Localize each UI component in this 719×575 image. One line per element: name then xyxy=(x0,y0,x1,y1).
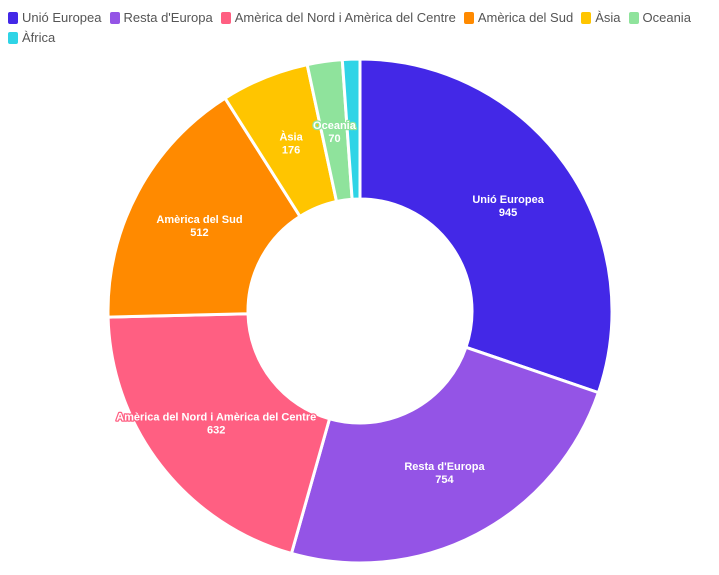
legend-item-america-del-nord-i-america-del-centre[interactable]: Amèrica del Nord i Amèrica del Centre xyxy=(220,10,456,26)
legend-label: Oceania xyxy=(642,10,691,25)
legend-label: Àfrica xyxy=(22,30,56,45)
slice-africa[interactable] xyxy=(340,57,362,201)
legend-swatch xyxy=(581,12,592,24)
legend-swatch xyxy=(8,12,18,24)
legend-item-asia[interactable]: Àsia xyxy=(581,10,621,26)
slice-america-del-nord-i-america-del-centre[interactable] xyxy=(106,312,332,555)
slices-group xyxy=(106,57,614,565)
slice-label-america-del-sud: Amèrica del Sud 512 xyxy=(156,214,242,239)
legend-swatch xyxy=(109,12,120,24)
slice-resta-d-europa[interactable] xyxy=(289,345,600,565)
labels-group: Unió Europea 945 Resta d'Europa 754 Amèrica … xyxy=(115,119,546,488)
chart-legend: Unió Europea Resta d'Europa Amèrica del No… xyxy=(8,10,708,46)
slice-label-unio-europea: Unió Europea 945 xyxy=(472,194,544,219)
slice-label-resta-d-europa: Resta d'Europa 754 xyxy=(404,461,485,486)
legend-item-oceania[interactable]: Oceania xyxy=(628,10,691,26)
legend-swatch xyxy=(220,12,231,24)
legend-label: Amèrica del Sud xyxy=(477,10,574,25)
slice-label-oceania: Oceania 70 xyxy=(313,120,357,145)
legend-swatch xyxy=(628,12,639,24)
legend-swatch xyxy=(8,32,18,44)
legend-label: Unió Europea xyxy=(22,10,102,25)
legend-item-unio-europea[interactable]: Unió Europea xyxy=(8,10,102,26)
legend-item-africa[interactable]: Àfrica xyxy=(8,30,55,46)
slice-america-del-sud[interactable] xyxy=(106,96,302,319)
slice-unio-europea[interactable] xyxy=(358,57,614,395)
slice-label-asia: Àsia 176 xyxy=(279,131,303,157)
legend-label: Àsia xyxy=(595,10,621,25)
slice-label-america-del-nord-i-america-del-centre: Amèrica del Nord i Amèrica del Centre 632 xyxy=(116,412,316,437)
legend-label: Amèrica del Nord i Amèrica del Centre xyxy=(234,10,456,25)
legend-item-resta-d-europa[interactable]: Resta d'Europa xyxy=(109,10,213,26)
legend-swatch xyxy=(463,12,474,24)
legend-item-america-del-sud[interactable]: Amèrica del Sud xyxy=(463,10,574,26)
legend-label: Resta d'Europa xyxy=(123,10,213,25)
